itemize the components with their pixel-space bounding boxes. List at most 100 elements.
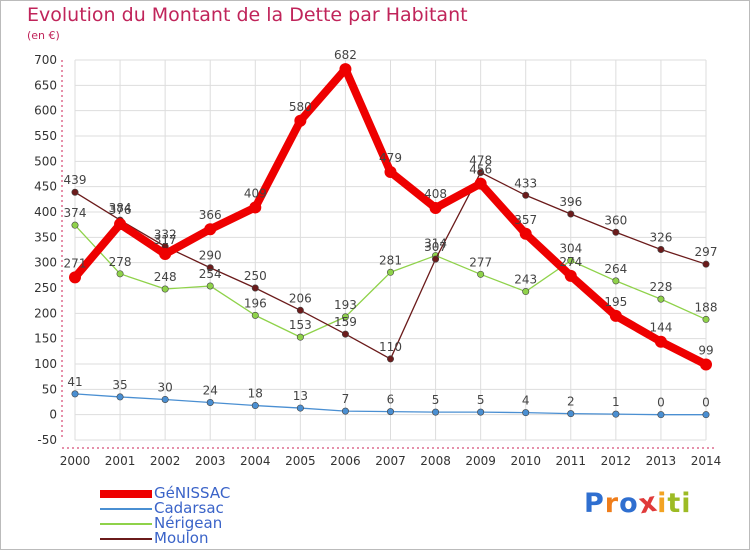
data-label: 433 — [514, 176, 537, 190]
data-point — [341, 313, 349, 321]
legend-label: Nérigean — [154, 514, 223, 532]
x-tick-label: 2012 — [601, 454, 632, 468]
data-label: 30 — [158, 380, 173, 394]
data-point — [341, 330, 349, 338]
data-point — [386, 355, 394, 363]
data-label: 396 — [559, 195, 582, 209]
data-point — [654, 335, 667, 348]
y-tick-label: 100 — [34, 357, 57, 371]
data-label: 478 — [469, 153, 492, 167]
data-label: 278 — [109, 255, 132, 269]
data-label: 408 — [424, 187, 447, 201]
data-label: 290 — [199, 249, 222, 263]
data-label: 196 — [244, 296, 267, 310]
data-point — [206, 282, 214, 290]
data-point — [294, 114, 307, 127]
x-tick-label: 2001 — [105, 454, 136, 468]
data-label: 274 — [559, 255, 582, 269]
data-point — [609, 309, 622, 322]
legend-swatch — [100, 489, 152, 498]
data-point — [477, 408, 485, 416]
data-label: 0 — [657, 396, 665, 410]
data-label: 5 — [432, 393, 440, 407]
legend: GéNISSAC Cadarsac Nérigean Moulon — [100, 486, 230, 546]
data-label: 376 — [109, 203, 132, 217]
proxiti-logo: Proxiti — [584, 487, 692, 521]
data-label: 153 — [289, 318, 312, 332]
data-label: 0 — [702, 396, 710, 410]
data-point — [477, 168, 485, 176]
legend-label: Moulon — [154, 529, 209, 547]
legend-label: Cadarsac — [154, 499, 224, 517]
data-point — [657, 295, 665, 303]
data-label: 7 — [342, 392, 350, 406]
data-point — [612, 277, 620, 285]
data-point — [114, 218, 127, 231]
x-tick-label: 2013 — [646, 454, 677, 468]
data-point — [71, 188, 79, 196]
y-tick-label: 50 — [42, 382, 57, 396]
data-point — [204, 223, 217, 236]
data-point — [71, 390, 79, 398]
legend-label: GéNISSAC — [154, 484, 231, 502]
data-label: 6 — [387, 393, 395, 407]
y-tick-label: 350 — [34, 230, 57, 244]
data-label: 35 — [112, 378, 127, 392]
data-point — [341, 407, 349, 415]
data-label: 479 — [379, 151, 402, 165]
data-label: 159 — [334, 315, 357, 329]
data-point — [384, 165, 397, 178]
y-tick-label: 550 — [34, 129, 57, 143]
grid — [74, 59, 707, 441]
data-label: 41 — [67, 375, 82, 389]
y-tick-label: 400 — [34, 205, 57, 219]
y-tick-label: 150 — [34, 332, 57, 346]
data-label: 99 — [698, 344, 713, 358]
x-tick-label: 2010 — [510, 454, 541, 468]
data-point — [71, 221, 79, 229]
legend-item: GéNISSAC — [100, 486, 230, 501]
data-label: 18 — [248, 387, 263, 401]
data-point — [161, 285, 169, 293]
logo-letter: t — [667, 488, 682, 519]
x-tick-label: 2000 — [60, 454, 91, 468]
x-tick-label: 2005 — [285, 454, 316, 468]
data-label: 271 — [64, 256, 87, 270]
data-point — [69, 271, 81, 284]
data-label: 580 — [289, 100, 312, 114]
data-label: 304 — [559, 242, 582, 256]
data-label: 1 — [612, 395, 620, 409]
x-tick-label: 2008 — [420, 454, 451, 468]
data-label: 193 — [334, 298, 357, 312]
data-label: 110 — [379, 340, 402, 354]
data-label: 188 — [695, 300, 718, 314]
legend-swatch — [100, 537, 152, 540]
y-tick-label: 450 — [34, 180, 57, 194]
data-point — [161, 395, 169, 403]
series-lines — [69, 63, 712, 419]
data-point — [567, 257, 575, 265]
y-tick-label: 0 — [49, 408, 57, 422]
data-point — [612, 410, 620, 418]
data-point — [432, 408, 440, 416]
data-point — [386, 408, 394, 416]
data-labels: 41 35 30 24 18 13 7 6 5 5 4 2 1 0 0 374 278 248 254 196 153 1… — [64, 48, 718, 410]
data-label: 314 — [424, 237, 447, 251]
chart-title: Evolution du Montant de la Dette par Hab… — [27, 4, 468, 26]
data-label: 2 — [567, 395, 575, 409]
legend-swatch — [100, 522, 152, 525]
y-tick-label: 300 — [34, 256, 57, 270]
data-label: 307 — [424, 240, 447, 254]
data-point — [251, 284, 259, 292]
x-tick-label: 2014 — [691, 454, 722, 468]
data-point — [519, 227, 532, 240]
data-label: 13 — [293, 389, 308, 403]
x-tick-label: 2009 — [465, 454, 496, 468]
data-label: 228 — [649, 280, 672, 294]
data-point — [206, 399, 214, 407]
data-point — [251, 311, 259, 319]
legend-item: Cadarsac — [100, 501, 230, 516]
legend-item: Moulon — [100, 531, 230, 546]
data-label: 360 — [604, 213, 627, 227]
